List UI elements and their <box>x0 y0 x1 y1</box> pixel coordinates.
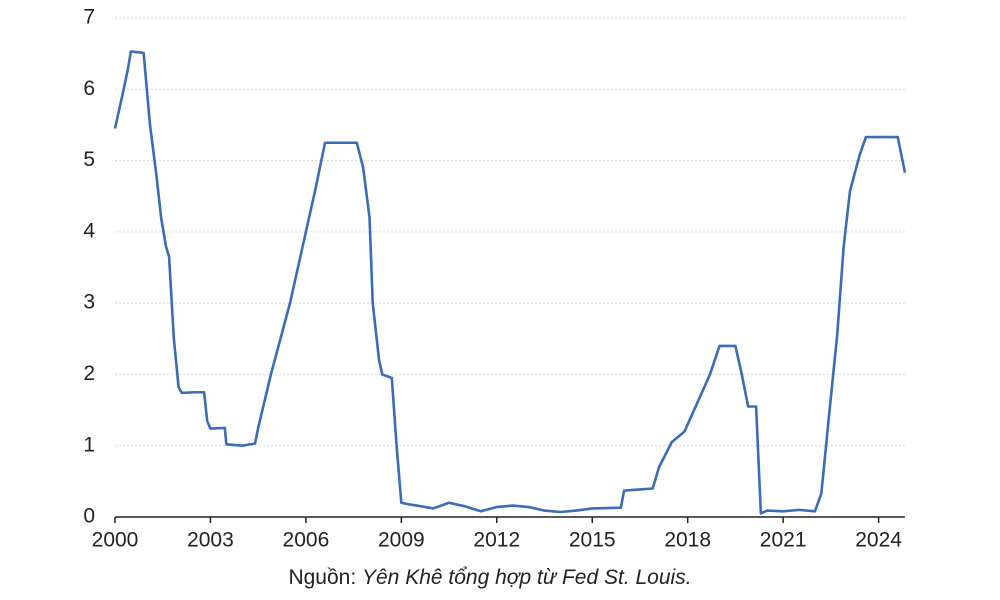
x-tick-label: 2018 <box>664 529 711 552</box>
x-tick-label: 2003 <box>187 529 234 552</box>
x-tick-label: 2006 <box>283 529 330 552</box>
x-tick-label: 2021 <box>760 529 807 552</box>
y-tick-label: 7 <box>83 6 95 29</box>
x-tick-label: 2015 <box>569 529 616 552</box>
y-tick-label: 0 <box>83 505 95 528</box>
y-tick-label: 3 <box>83 291 95 314</box>
source-note: Nguồn: Yên Khê tổng hợp từ Fed St. Louis… <box>288 566 691 589</box>
x-tick-label: 2009 <box>378 529 425 552</box>
x-tick-label: 2012 <box>473 529 520 552</box>
y-tick-label: 5 <box>83 148 95 171</box>
x-tick-label: 2024 <box>855 529 902 552</box>
y-tick-label: 4 <box>83 219 95 242</box>
x-tick-label: 2000 <box>92 529 139 552</box>
y-tick-label: 2 <box>83 362 95 385</box>
y-tick-label: 1 <box>83 433 95 456</box>
source-text: Yên Khê tổng hợp từ Fed St. Louis. <box>362 566 692 589</box>
source-label: Nguồn: <box>288 566 356 589</box>
y-tick-label: 6 <box>83 77 95 100</box>
data-line <box>113 50 907 515</box>
